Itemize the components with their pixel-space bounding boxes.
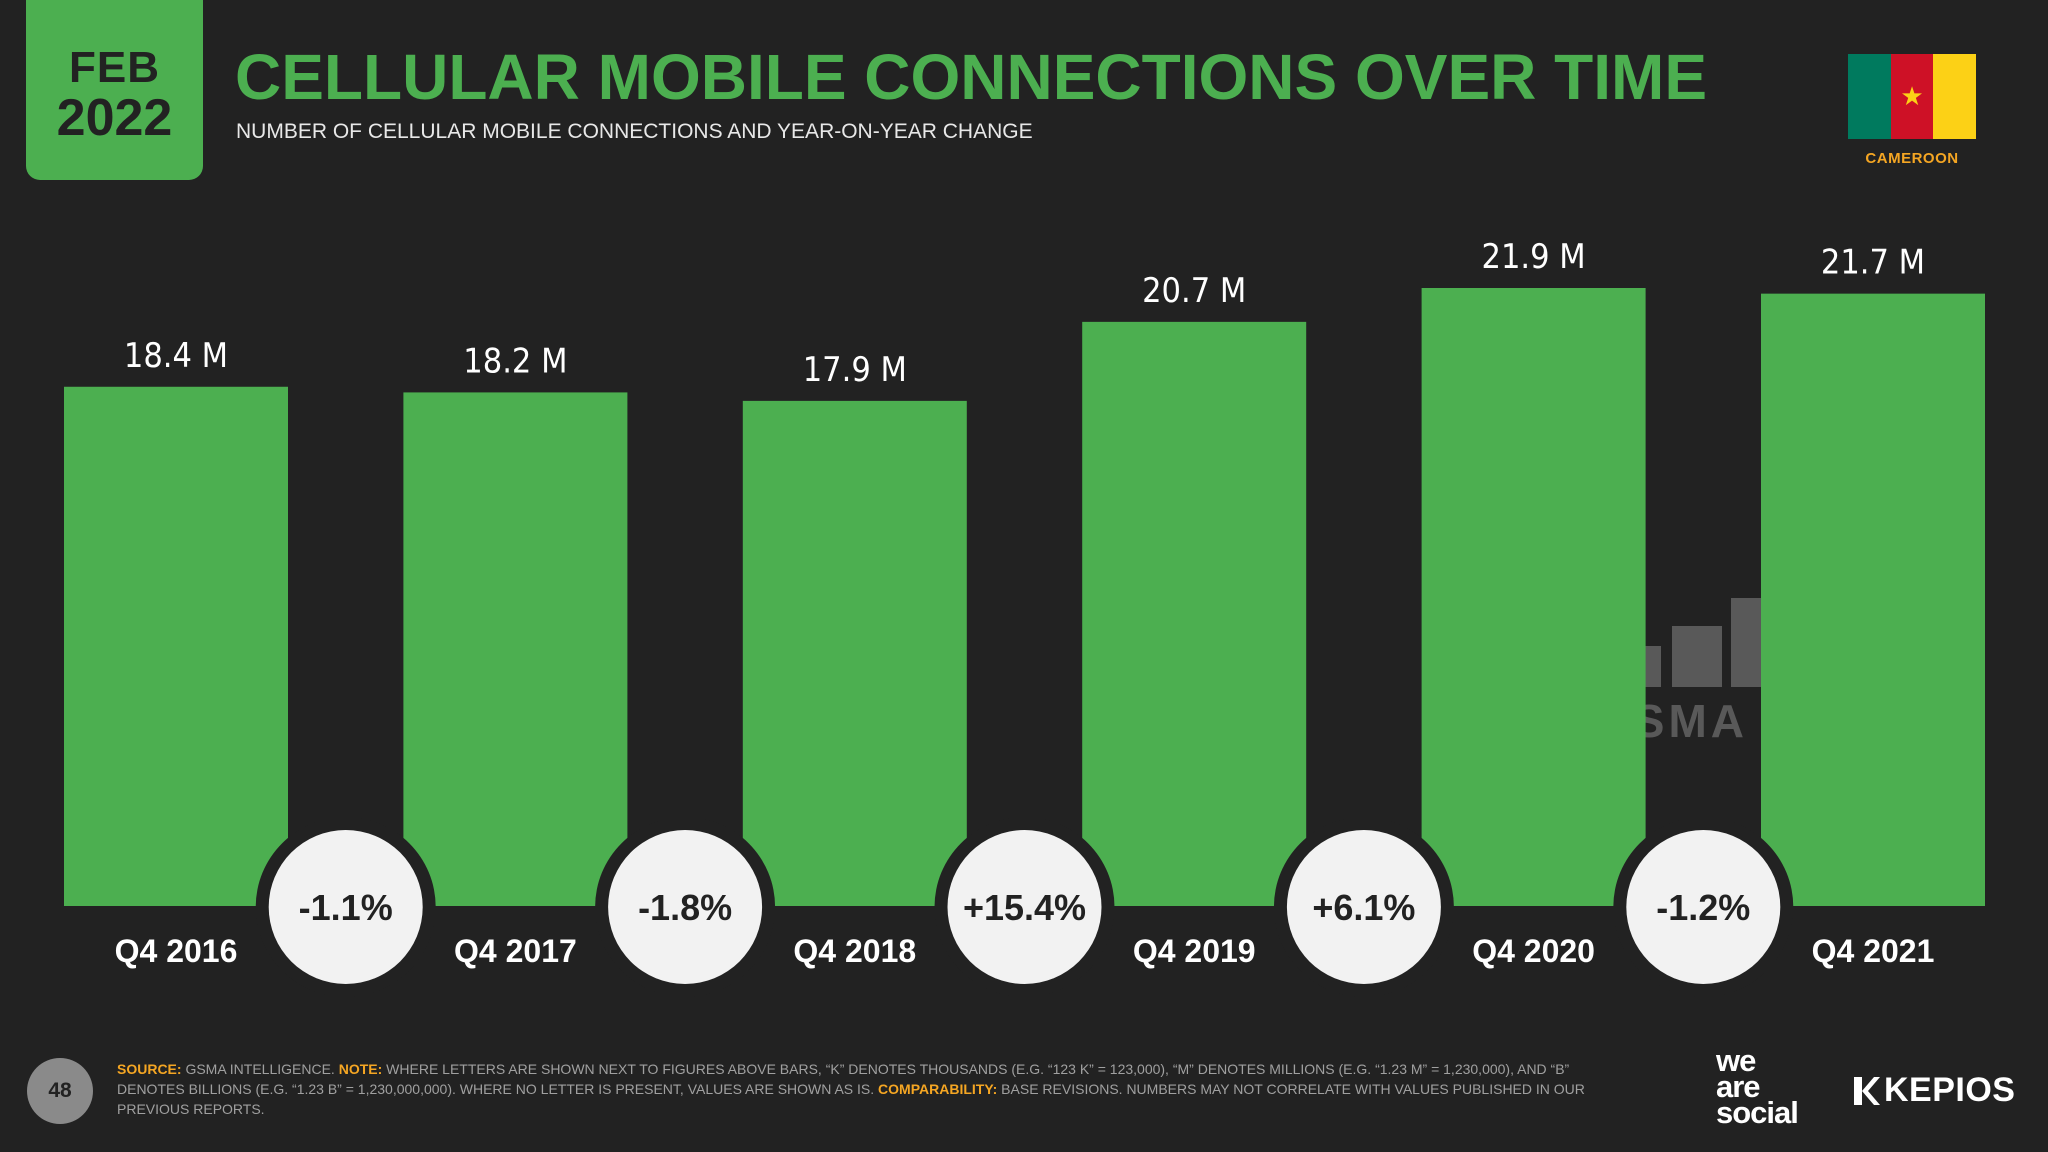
category-label: Q4 2016	[115, 933, 238, 969]
source-label: SOURCE:	[117, 1061, 182, 1077]
page-subtitle: NUMBER OF CELLULAR MOBILE CONNECTIONS AN…	[236, 120, 1033, 143]
kepios-logo: KEPIOS	[1852, 1071, 2015, 1110]
country-label: CAMEROON	[1865, 150, 1959, 167]
source-text: GSMA INTELLIGENCE.	[181, 1061, 339, 1077]
logo-word-social: social	[1716, 1095, 1799, 1130]
change-bubble	[608, 830, 763, 984]
category-label: Q4 2021	[1812, 933, 1935, 969]
bar-q4-2021	[1761, 293, 1985, 907]
change-label: -1.8%	[638, 887, 732, 928]
bar-value-label: 21.7 M	[1821, 243, 1925, 283]
change-bubble	[1626, 830, 1781, 984]
page-number: 48	[27, 1058, 93, 1124]
bar-q4-2017	[403, 392, 628, 906]
date-month: FEB	[69, 42, 160, 92]
kepios-text: KEPIOS	[1884, 1071, 2016, 1109]
change-bubble	[947, 830, 1102, 984]
category-label: Q4 2020	[1472, 933, 1595, 969]
note-text: WHERE LETTERS ARE SHOWN NEXT TO FIGURES …	[117, 1061, 1570, 1097]
note-label: NOTE:	[338, 1061, 383, 1077]
bar-value-label: 17.9 M	[803, 350, 907, 390]
change-label: -1.2%	[1656, 887, 1750, 928]
bar-value-label: 21.9 M	[1481, 237, 1585, 277]
change-bubble	[1286, 830, 1441, 984]
we-are-social-logo: we are social	[1716, 1043, 1799, 1130]
logo-word-are: are	[1716, 1069, 1761, 1104]
bar-value-label: 18.2 M	[463, 341, 567, 381]
date-year: 2022	[56, 88, 173, 147]
cameroon-flag-icon: ★	[1848, 54, 1977, 139]
kepios-k-icon	[1854, 1076, 1880, 1105]
page-title: CELLULAR MOBILE CONNECTIONS OVER TIME	[235, 41, 1707, 113]
bar-q4-2016	[64, 386, 288, 907]
comparability-label: COMPARABILITY:	[878, 1081, 998, 1097]
change-bubble	[268, 830, 423, 984]
bar-value-label: 20.7 M	[1142, 271, 1246, 311]
comparability-text: BASE REVISIONS. NUMBERS MAY NOT CORRELAT…	[117, 1081, 1585, 1117]
bar-q4-2018	[742, 400, 967, 906]
category-label: Q4 2018	[793, 933, 916, 969]
logo-word-we: we	[1716, 1043, 1756, 1078]
footnote: SOURCE: GSMA INTELLIGENCE. NOTE: WHERE L…	[117, 1059, 1587, 1119]
category-label: Q4 2019	[1133, 933, 1256, 969]
bar-value-label: 18.4 M	[124, 336, 228, 376]
bar-q4-2020	[1421, 288, 1646, 906]
change-label: +15.4%	[963, 887, 1086, 928]
date-tab: FEB 2022	[26, 0, 203, 180]
change-label: +6.1%	[1312, 887, 1415, 928]
category-label: Q4 2017	[454, 933, 577, 969]
bar-q4-2019	[1082, 321, 1307, 906]
change-label: -1.1%	[299, 887, 393, 928]
